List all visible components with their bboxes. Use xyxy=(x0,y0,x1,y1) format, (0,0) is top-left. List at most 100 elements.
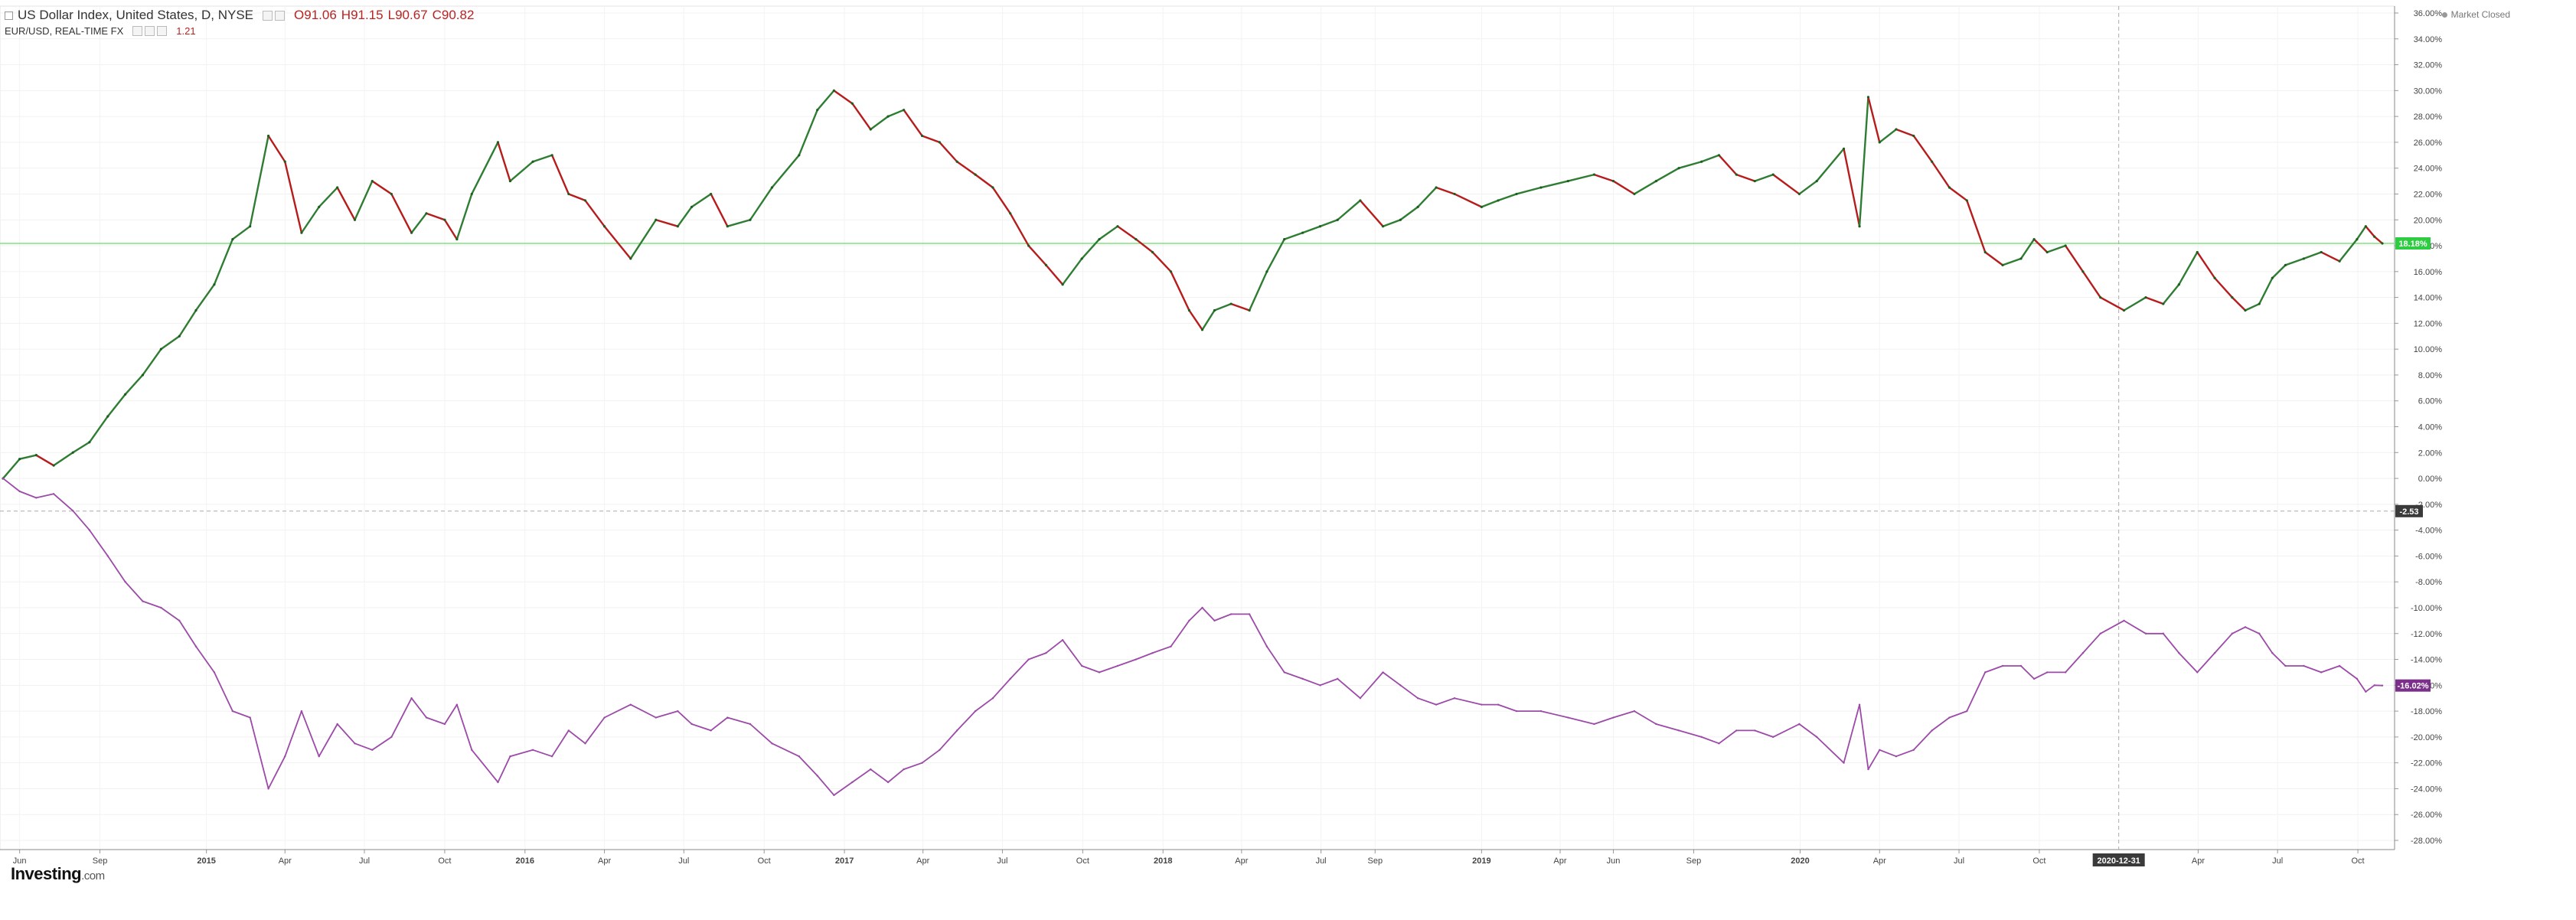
legend-main-title: US Dollar Index, United States, D, NYSE xyxy=(18,8,254,22)
usd-index-segment xyxy=(886,109,905,118)
usd-index-segment xyxy=(2032,238,2049,253)
eurusd-point xyxy=(2,477,5,480)
usd-index-point xyxy=(159,347,162,351)
usd-index-point xyxy=(2213,276,2216,279)
eurusd-point xyxy=(2123,619,2125,622)
legend-sub-title: EUR/USD, REAL-TIME FX xyxy=(5,25,124,37)
usd-index-segment xyxy=(425,212,446,221)
eurusd-point xyxy=(213,671,216,674)
usd-index-point xyxy=(1497,199,1500,202)
usd-index-point xyxy=(2162,302,2165,305)
usd-index-segment xyxy=(903,109,923,137)
usd-index-point xyxy=(602,225,606,228)
usd-index-point xyxy=(1815,179,1818,183)
usd-index-point xyxy=(991,186,994,189)
usd-index-segment xyxy=(991,186,1011,215)
eurusd-point xyxy=(390,736,393,739)
usd-index-point xyxy=(336,186,339,189)
usd-index-point xyxy=(1009,212,1012,215)
usd-index-point xyxy=(2381,242,2384,245)
usd-index-point xyxy=(2231,295,2234,299)
x-tick-label: Apr xyxy=(916,856,929,866)
usd-index-segment xyxy=(749,186,773,221)
x-tick-label: Oct xyxy=(758,856,771,866)
usd-index-point xyxy=(455,237,459,241)
eurusd-point xyxy=(2258,632,2261,635)
usd-index-segment xyxy=(921,135,941,144)
usd-index-segment xyxy=(691,193,712,208)
eurusd-point xyxy=(1815,736,1818,739)
usd-index-segment xyxy=(1966,199,1987,253)
market-status-text: Market Closed xyxy=(2450,9,2510,20)
y-tick-label: 6.00% xyxy=(2418,397,2442,406)
usd-index-segment xyxy=(1481,199,1500,208)
usd-index-segment xyxy=(471,141,499,195)
usd-index-segment xyxy=(1677,161,1703,169)
eurusd-point xyxy=(300,710,303,713)
usd-index-point xyxy=(903,109,906,112)
eurusd-point xyxy=(2064,671,2067,674)
eurusd-point xyxy=(284,755,286,758)
eurusd-point xyxy=(2032,677,2036,680)
usd-index-point xyxy=(2032,237,2036,241)
collapse-toggle-icon[interactable] xyxy=(5,11,13,20)
close-icon[interactable] xyxy=(157,26,168,36)
usd-index-point xyxy=(1187,308,1191,312)
eurusd-point xyxy=(1867,768,1869,771)
usd-index-segment xyxy=(1912,135,1933,163)
usd-index-segment xyxy=(106,393,126,418)
usd-index-segment xyxy=(2338,238,2359,263)
usd-index-point xyxy=(178,334,181,338)
x-tick-label: Jun xyxy=(1607,856,1621,866)
eurusd-point xyxy=(2099,632,2101,635)
visibility-icon[interactable] xyxy=(132,26,143,36)
eurusd-point xyxy=(35,497,38,499)
eurusd-point xyxy=(2373,684,2375,687)
last-value-label: -16.02% xyxy=(2398,682,2429,691)
settings-icon[interactable] xyxy=(145,26,155,36)
y-tick-label: 20.00% xyxy=(2414,216,2443,225)
usd-index-segment xyxy=(1170,270,1190,312)
usd-index-point xyxy=(2144,295,2147,299)
usd-index-point xyxy=(124,393,127,396)
eurusd-point xyxy=(531,749,534,751)
usd-index-segment xyxy=(1359,199,1384,227)
usd-index-point xyxy=(2364,225,2367,228)
usd-index-point xyxy=(1677,167,1680,170)
x-tick-label: Sep xyxy=(1686,856,1702,866)
usd-index-segment xyxy=(213,238,234,285)
usd-index-segment xyxy=(1931,161,1951,189)
usd-index-point xyxy=(2045,250,2049,254)
usd-index-segment xyxy=(410,212,428,234)
usd-index-point xyxy=(1318,225,1322,228)
y-tick-label: 16.00% xyxy=(2414,268,2443,277)
usd-index-point xyxy=(1948,186,1951,189)
settings-icon[interactable] xyxy=(263,10,273,21)
y-tick-label: 10.00% xyxy=(2414,345,2443,354)
usd-index-point xyxy=(2001,263,2004,266)
y-tick-label: 12.00% xyxy=(2414,319,2443,328)
eurusd-point xyxy=(1027,658,1030,661)
usd-index-point xyxy=(1592,173,1596,176)
usd-index-segment xyxy=(371,180,393,195)
eurusd-point xyxy=(903,768,905,771)
usd-index-point xyxy=(1566,179,1569,183)
usd-index-point xyxy=(1771,173,1774,176)
usd-index-segment xyxy=(1984,251,2004,266)
last-value-badge xyxy=(2395,237,2431,250)
usd-index-point xyxy=(231,237,234,241)
usd-index-point xyxy=(583,199,587,202)
eurusd-point xyxy=(2144,632,2147,635)
x-tick-label: Jul xyxy=(1316,856,1327,866)
eurusd-point xyxy=(726,716,729,719)
usd-index-segment xyxy=(655,219,679,227)
usd-index-point xyxy=(508,179,512,183)
usd-index-point xyxy=(2302,257,2305,260)
usd-index-segment xyxy=(178,309,198,338)
usd-index-segment xyxy=(2320,251,2341,263)
close-icon[interactable] xyxy=(275,10,286,21)
usd-index-point xyxy=(955,160,958,163)
eurusd-point xyxy=(318,755,320,758)
